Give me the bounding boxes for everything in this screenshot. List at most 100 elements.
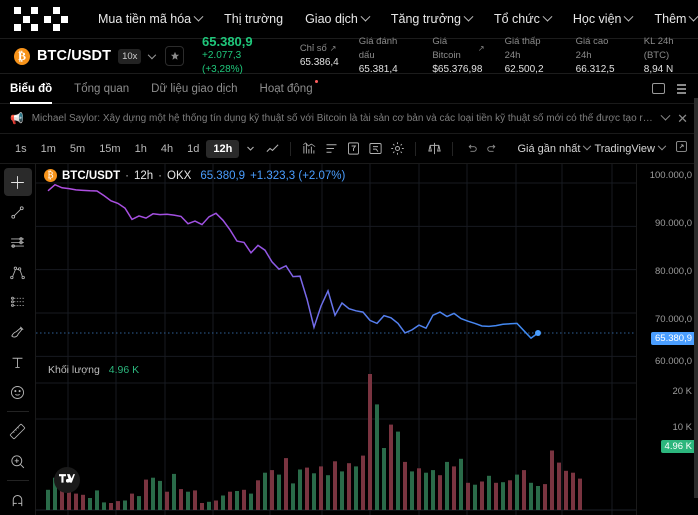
top-navigation: Mua tiền mã hóa Thị trường Giao dịch Tăn… <box>0 0 698 38</box>
tradingview-logo[interactable] <box>54 467 80 493</box>
toolbar-separator <box>452 141 454 156</box>
timeframe-5m[interactable]: 5m <box>69 142 86 155</box>
current-price-badge: 65.380,9 <box>651 332 696 345</box>
external-link-icon[interactable]: ↗ <box>329 44 337 53</box>
undo-icon[interactable] <box>460 138 482 160</box>
leverage-badge[interactable]: 10x <box>118 48 142 64</box>
chevron-down-icon[interactable] <box>239 138 261 160</box>
price-change-value: +2.077,3 (+3,28%) <box>202 50 243 75</box>
news-text[interactable]: Michael Saylor: Xây dựng một hệ thống tí… <box>31 113 655 124</box>
panel-tabs: Biểu đồ Tổng quan Dữ liệu giao dịch Hoạt… <box>0 74 698 104</box>
favorite-star-button[interactable] <box>165 46 185 66</box>
timeframe-15m[interactable]: 15m <box>99 142 121 155</box>
page-scrollbar[interactable] <box>694 98 698 498</box>
tab-chart[interactable]: Biểu đồ <box>10 74 53 104</box>
current-volume-badge: 4.96 K <box>660 440 696 453</box>
timeframe-1m[interactable]: 1m <box>40 142 56 155</box>
symbol-selector[interactable]: BTC/USDT <box>36 48 112 64</box>
legend-interval[interactable]: 12h <box>133 169 154 182</box>
star-icon <box>170 51 179 60</box>
price-plot-area[interactable]: ₿ BTC/USDT · 12h · OKX 65.380,9 +1.323,3… <box>36 164 636 515</box>
expand-icon[interactable] <box>675 140 688 158</box>
nav-label: Tổ chức <box>493 12 540 26</box>
nav-item-grow[interactable]: Tăng trưởng <box>390 11 474 26</box>
legend-symbol[interactable]: BTC/USDT <box>62 169 121 182</box>
chevron-down-icon[interactable] <box>657 141 667 150</box>
measure-ruler-icon[interactable] <box>4 417 32 445</box>
stat-label-text: Chỉ số <box>299 43 327 54</box>
trend-line-icon[interactable] <box>4 198 32 226</box>
nav-label: Tăng trưởng <box>390 12 461 26</box>
tab-label: Tổng quan <box>74 82 130 95</box>
fullscreen-icon[interactable] <box>652 83 665 94</box>
close-icon[interactable]: ✕ <box>677 110 688 126</box>
drawing-tools-sidebar <box>0 164 36 515</box>
crosshair-icon[interactable] <box>3 168 32 196</box>
zoom-in-icon[interactable] <box>4 447 32 475</box>
line-chart-icon[interactable] <box>261 138 283 160</box>
tab-trading-data[interactable]: Dữ liệu giao dịch <box>151 74 237 104</box>
chevron-down-icon[interactable] <box>660 110 671 121</box>
stat-label: KL 24h (BTC) <box>643 36 674 61</box>
stat-value: 62.500,2 <box>504 64 544 75</box>
redo-icon[interactable] <box>482 138 504 160</box>
pitchfork-icon[interactable] <box>4 258 32 286</box>
notification-dot-icon <box>314 79 318 83</box>
timeframe-12h[interactable]: 12h <box>206 139 240 158</box>
last-price-block: 65.380,9 +2.077,3 (+3,28%) <box>202 35 280 77</box>
chevron-down-icon <box>360 11 371 22</box>
settings-gear-icon[interactable] <box>386 138 408 160</box>
provider-selector[interactable]: TradingView <box>594 142 655 155</box>
chart-toolbar-right: Giá gần nhất TradingView <box>517 140 698 158</box>
replay-icon[interactable] <box>342 138 364 160</box>
tab-overview[interactable]: Tổng quan <box>74 74 129 104</box>
fib-retracement-icon[interactable] <box>4 288 32 316</box>
chevron-down-icon[interactable] <box>148 50 157 59</box>
bitcoin-icon: ₿ <box>44 169 57 182</box>
emoji-icon[interactable] <box>4 378 32 406</box>
tradingview-icon <box>59 474 75 483</box>
timeframe-1s[interactable]: 1s <box>15 142 27 155</box>
nav-item-more[interactable]: Thêm <box>654 11 698 26</box>
tab-label: Dữ liệu giao dịch <box>151 82 238 95</box>
okx-logo[interactable] <box>14 7 68 31</box>
brush-icon[interactable] <box>4 318 32 346</box>
alert-icon[interactable] <box>364 138 386 160</box>
external-link-icon[interactable]: ↗ <box>477 44 485 53</box>
legend-change: +1.323,3 (+2.07%) <box>250 169 346 182</box>
volume-value: 4.96 K <box>108 364 140 376</box>
nav-item-trade[interactable]: Giao dịch <box>305 11 371 26</box>
nav-item-institutional[interactable]: Tổ chức <box>493 11 553 26</box>
toolbar-separator <box>290 141 292 156</box>
timeframe-4h[interactable]: 4h <box>160 142 174 155</box>
volume-tick-20k: 20 K <box>672 386 692 397</box>
kebab-menu-icon[interactable] <box>677 83 686 94</box>
chevron-down-icon[interactable] <box>583 141 592 150</box>
stat-value: 65.381,4 <box>358 64 398 75</box>
tab-activity[interactable]: Hoạt động <box>260 74 318 104</box>
price-axis[interactable]: 100.000,0 90.000,0 80.000,0 70.000,0 65.… <box>636 164 698 515</box>
timeframe-1d[interactable]: 1d <box>187 142 200 155</box>
stat-label: Giá Bitcoin ↗ <box>432 35 484 63</box>
timeframe-1h[interactable]: 1h <box>134 142 147 155</box>
compare-icon[interactable] <box>423 138 445 160</box>
nav-item-buy-crypto[interactable]: Mua tiền mã hóa <box>98 11 204 26</box>
stat-index-price: Chỉ số ↗ 65.386,4 <box>300 42 339 70</box>
volume-tick-10k: 10 K <box>672 422 692 433</box>
horizontal-lines-icon[interactable] <box>4 228 32 256</box>
stat-bitcoin-price: Giá Bitcoin ↗ $65.376,98 <box>432 35 484 77</box>
text-tool-icon[interactable] <box>4 348 32 376</box>
price-tick-90000: 90.000,0 <box>655 218 692 229</box>
chevron-down-icon <box>624 11 634 22</box>
nav-item-markets[interactable]: Thị trường <box>224 12 283 26</box>
list-icon[interactable] <box>320 138 342 160</box>
price-source-selector[interactable]: Giá gần nhất <box>517 142 581 155</box>
logo-grid-left <box>14 7 38 31</box>
indicators-icon[interactable] <box>298 138 320 160</box>
chevron-down-icon <box>193 11 204 22</box>
stat-mark-price: Giá đánh dấu 65.381,4 <box>359 35 413 77</box>
nav-item-academy[interactable]: Học viện <box>573 11 634 26</box>
stat-label: Chỉ số ↗ <box>300 42 339 56</box>
magnet-icon[interactable] <box>4 486 32 514</box>
chart-toolbar: 1s 1m 5m 15m 1h 4h 1d 12h Giá gần nhất T… <box>0 134 698 164</box>
